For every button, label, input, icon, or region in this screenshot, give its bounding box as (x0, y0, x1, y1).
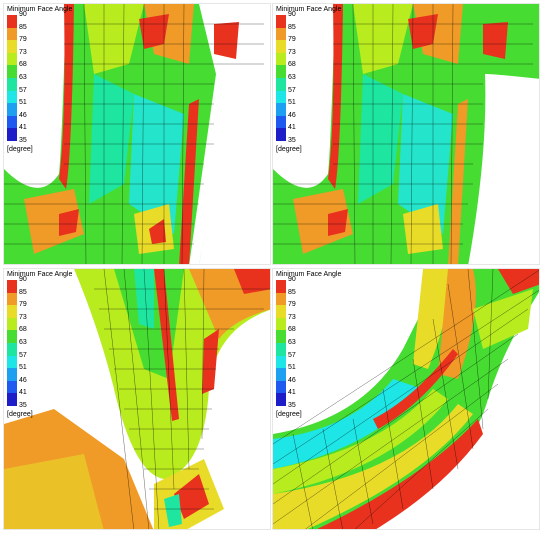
legend-tick: 85 (19, 23, 27, 31)
legend-tick: 79 (19, 301, 27, 309)
legend-tick: 35 (288, 402, 296, 409)
legend-title: Minimum Face Angle (276, 271, 342, 278)
legend-tick: 41 (19, 389, 27, 397)
legend-tick: 73 (19, 313, 27, 321)
legend-tick: 73 (288, 48, 296, 56)
mesh-view-top-right: Minimum Face Angle 90 85 79 73 68 63 57 … (272, 3, 540, 265)
legend-tick: 35 (19, 137, 27, 144)
legend-tick: 68 (288, 326, 296, 334)
legend-tick: 57 (19, 86, 27, 94)
legend-tick: 57 (288, 86, 296, 94)
mesh-plot (4, 269, 270, 529)
legend-tick: 46 (19, 111, 27, 119)
legend-tick: 79 (288, 301, 296, 309)
color-legend: Minimum Face Angle 90 85 79 73 68 63 57 … (276, 6, 346, 153)
mesh-view-top-left: Minimum Face Angle 90 85 79 73 68 63 57 … (3, 3, 271, 265)
legend-units: [degree] (7, 411, 33, 418)
legend-tick: 63 (288, 338, 296, 346)
legend-tick: 51 (288, 99, 296, 107)
color-legend: Minimum Face Angle 90 85 79 73 68 63 57 … (7, 271, 77, 418)
legend-tick: 57 (19, 351, 27, 359)
mesh-plot (4, 4, 270, 264)
legend-tick: 46 (288, 376, 296, 384)
legend-tick: 90 (19, 276, 27, 283)
legend-tick: 68 (19, 61, 27, 69)
legend-tick: 51 (19, 364, 27, 372)
mesh-view-bottom-left: Minimum Face Angle 90 85 79 73 68 63 57 … (3, 268, 271, 530)
legend-units: [degree] (276, 146, 302, 153)
legend-tick: 63 (288, 73, 296, 81)
legend-tick: 41 (288, 389, 296, 397)
legend-units: [degree] (7, 146, 33, 153)
color-legend: Minimum Face Angle 90 85 79 73 68 63 57 … (276, 271, 346, 418)
legend-tick: 51 (19, 99, 27, 107)
legend-tick: 90 (288, 276, 296, 283)
legend-tick: 90 (19, 11, 27, 18)
legend-title: Minimum Face Angle (7, 6, 73, 13)
legend-tick: 51 (288, 364, 296, 372)
legend-tick: 68 (19, 326, 27, 334)
legend-tick: 57 (288, 351, 296, 359)
legend-units: [degree] (276, 411, 302, 418)
legend-tick: 79 (288, 36, 296, 44)
legend-tick: 35 (288, 137, 296, 144)
legend-title: Minimum Face Angle (7, 271, 73, 278)
legend-tick: 85 (288, 288, 296, 296)
legend-tick: 46 (19, 376, 27, 384)
legend-tick: 35 (19, 402, 27, 409)
mesh-plot (273, 4, 539, 264)
color-legend: Minimum Face Angle 90 85 79 73 68 63 57 … (7, 6, 77, 153)
legend-tick: 85 (288, 23, 296, 31)
legend-title: Minimum Face Angle (276, 6, 342, 13)
legend-tick: 46 (288, 111, 296, 119)
legend-tick: 73 (19, 48, 27, 56)
legend-tick: 90 (288, 11, 296, 18)
legend-tick: 41 (288, 124, 296, 132)
legend-tick: 68 (288, 61, 296, 69)
legend-tick: 79 (19, 36, 27, 44)
legend-tick: 73 (288, 313, 296, 321)
mesh-plot (273, 269, 539, 529)
mesh-view-bottom-right: Minimum Face Angle 90 85 79 73 68 63 57 … (272, 268, 540, 530)
legend-tick: 41 (19, 124, 27, 132)
legend-tick: 63 (19, 338, 27, 346)
legend-tick: 85 (19, 288, 27, 296)
legend-tick: 63 (19, 73, 27, 81)
